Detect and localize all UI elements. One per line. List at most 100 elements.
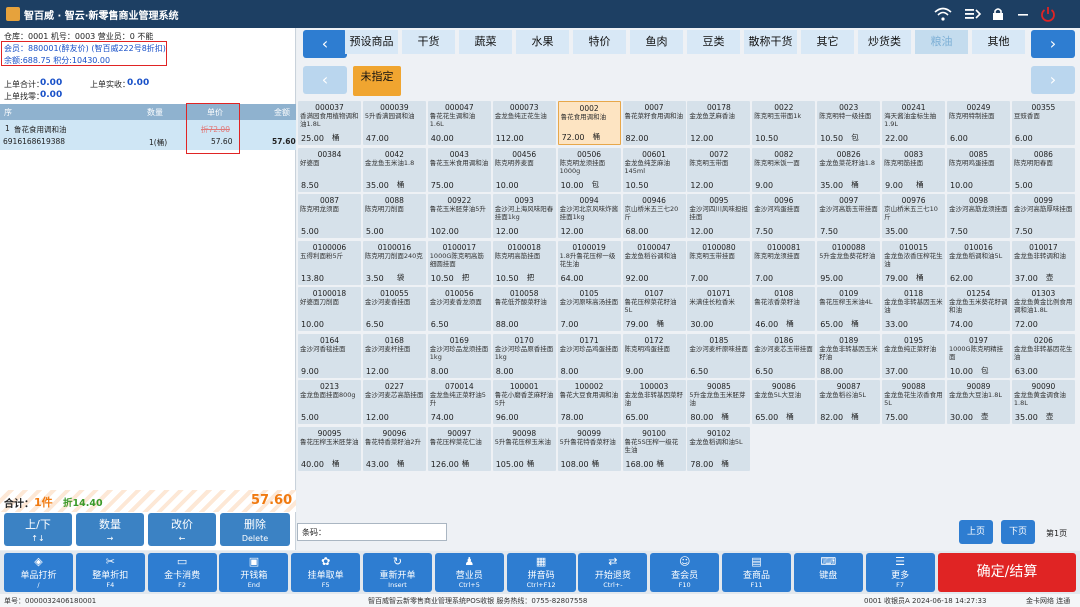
product-card[interactable]: 00249 陈克明特制挂面 6.00 xyxy=(947,101,1010,145)
product-card[interactable]: 0042 金龙鱼玉米油1.8 35.00 桶 xyxy=(362,147,426,192)
product-card[interactable]: 00946 京山桥米五三七20斤 68.00 xyxy=(622,194,686,238)
product-card[interactable]: 0088 陈克明刀削面 5.00 xyxy=(362,194,426,238)
product-card[interactable]: 0171 金沙河珍品鸡蛋挂面 8.00 xyxy=(557,333,621,378)
subcategory-next-button[interactable]: › xyxy=(1031,66,1075,94)
product-card[interactable]: 0083 陈克明筋挂面 9.00 桶 xyxy=(882,147,946,192)
product-card[interactable]: 90100 鲁花5S压榨一级花生油 168.00 桶 xyxy=(622,426,686,471)
function-button[interactable]: ▣ 开钱箱 End xyxy=(219,553,289,592)
member-info[interactable]: 会员：880001(醉友价) (智百威222号8折扣) xyxy=(4,44,166,53)
menu-exit-icon[interactable] xyxy=(962,5,984,23)
function-button[interactable]: ♟ 营业员 Ctrl+5 xyxy=(434,553,504,592)
product-card[interactable]: 0169 金沙河珍品龙须挂面1kg 8.00 xyxy=(427,333,491,378)
product-card[interactable]: 0100016 陈克明刀削面240克 3.50 袋 xyxy=(362,240,426,285)
function-button[interactable]: ↻ 重新开单 Insert xyxy=(363,553,432,592)
product-card[interactable]: 00506 陈克明龙须挂面1000g 10.00 包 xyxy=(557,147,621,192)
product-card[interactable]: 0118 金龙鱼非转基因玉米油 33.00 xyxy=(882,287,946,331)
product-card[interactable]: 90102 金龙鱼稻调和油5L 78.00 桶 xyxy=(687,426,751,471)
category-tab[interactable]: 预设商品 xyxy=(345,30,398,54)
product-card[interactable]: 01303 金龙鱼黄金比例食用调和油1.8L 72.00 xyxy=(1011,287,1075,331)
category-tab[interactable]: 豆类 xyxy=(687,30,740,54)
function-button[interactable]: ▭ 金卡消费 F2 xyxy=(147,553,217,592)
prev-page-button[interactable]: 上页 xyxy=(959,520,993,544)
category-tab[interactable]: 蔬菜 xyxy=(459,30,512,54)
product-card[interactable]: 90087 金龙鱼稻谷油5L 82.00 桶 xyxy=(817,380,881,424)
product-card[interactable]: 0197 1000G陈克明精挂面 10.00 包 xyxy=(947,333,1010,378)
product-card[interactable]: 90085 5升金龙鱼玉米胚芽油 80.00 桶 xyxy=(687,380,751,424)
function-button[interactable]: ✂ 整单折扣 F4 xyxy=(75,553,145,592)
product-card[interactable]: 0172 陈克明鸡蛋挂面 9.00 xyxy=(622,333,686,378)
product-card[interactable]: 0022 陈克明玉带面1k 10.50 xyxy=(752,101,816,145)
product-card[interactable]: 0096 金沙河鸡蛋挂面 7.50 xyxy=(752,194,816,238)
product-card[interactable]: 0085 陈克明鸡蛋挂面 10.00 xyxy=(947,147,1010,192)
function-button[interactable]: ◈ 单品打折 / xyxy=(4,553,73,592)
delete-button[interactable]: 删除 Delete xyxy=(220,513,290,546)
product-card[interactable]: 100001 鲁花小磨香芝麻籽油5升 96.00 xyxy=(492,380,556,424)
product-card[interactable]: 0099 金沙河高筋厚味挂面 7.50 xyxy=(1011,194,1075,238)
product-card[interactable]: 90089 金龙鱼大豆油1.8L 30.00 壶 xyxy=(947,380,1010,424)
power-icon[interactable] xyxy=(1038,5,1058,23)
product-card[interactable]: 000073 金龙鱼纯正花生油 112.00 xyxy=(492,101,556,145)
product-card[interactable]: 070014 金龙鱼纯正菜籽油5升 74.00 xyxy=(427,380,491,424)
product-card[interactable]: 0100017 1000G陈克明高筋细圆挂面 10.50 把 xyxy=(427,240,491,285)
category-prev-button[interactable]: ‹ xyxy=(303,30,347,58)
function-button[interactable]: ✿ 挂单取单 F5 xyxy=(291,553,361,592)
product-card[interactable]: 0100006 五得利面粉5斤 13.80 xyxy=(298,240,361,285)
product-card[interactable]: 90098 5升鲁花压榨玉米油 105.00 桶 xyxy=(492,426,556,471)
product-card[interactable]: 90099 5升鲁花特香菜籽油 108.00 桶 xyxy=(557,426,621,471)
category-tab[interactable]: 其他 xyxy=(972,30,1025,54)
product-card[interactable]: 0095 金沙河四川风味担担挂面 12.00 xyxy=(687,194,751,238)
product-card[interactable]: 90090 金龙鱼黄金调食油1.8L 35.00 壶 xyxy=(1011,380,1075,424)
product-card[interactable]: 90095 鲁花压榨玉米胚芽油 40.00 桶 xyxy=(298,426,361,471)
product-card[interactable]: 010015 金龙鱼浓香压榨花生油 79.00 桶 xyxy=(882,240,946,285)
product-card[interactable]: 000039 5升香满园调和油 47.00 xyxy=(362,101,426,145)
product-card[interactable]: 100002 鲁花大豆食用调和油 78.00 xyxy=(557,380,621,424)
function-button[interactable]: ☰ 更多 F7 xyxy=(865,553,935,592)
function-button[interactable]: ▤ 查商品 F11 xyxy=(722,553,791,592)
order-row[interactable]: 1 鲁花食用调和油 6916168619388 1(桶) 折72.00 57.6… xyxy=(0,120,296,150)
product-card[interactable]: 00456 陈克明荞麦面 10.00 xyxy=(492,147,556,192)
category-tab[interactable]: 特价 xyxy=(573,30,626,54)
product-card[interactable]: 00922 鲁花玉米胚芽油5升 102.00 xyxy=(427,194,491,238)
product-card[interactable]: 01071 米满佳长粒香米 30.00 xyxy=(687,287,751,331)
product-card[interactable]: 0094 金沙河北京风味炸酱挂面1kg 12.00 xyxy=(557,194,621,238)
category-next-button[interactable]: › xyxy=(1031,30,1075,58)
product-card[interactable]: 010055 金沙河麦香挂面 6.50 xyxy=(362,287,426,331)
product-card[interactable]: 0087 陈克明龙须面 5.00 xyxy=(298,194,361,238)
change-price-button[interactable]: 改价 ← xyxy=(148,513,216,546)
product-card[interactable]: 010017 金龙鱼非转调和油 37.00 壶 xyxy=(1011,240,1075,285)
product-card[interactable]: 000047 鲁花花生调和油1.6L 40.00 xyxy=(427,101,491,145)
product-card[interactable]: 0170 金沙河珍品原香挂面1kg 8.00 xyxy=(492,333,556,378)
product-card[interactable]: 0227 金沙河麦芯高筋挂面 12.00 xyxy=(362,380,426,424)
product-card[interactable]: 0168 金沙河麦杆挂面 12.00 xyxy=(362,333,426,378)
function-button[interactable]: ▦ 拼音码 Ctrl+F12 xyxy=(506,553,576,592)
product-card[interactable]: 0164 金沙河香毯挂面 9.00 xyxy=(298,333,361,378)
product-card[interactable]: 90096 鲁花特香菜籽油2升 43.00 桶 xyxy=(362,426,426,471)
product-card[interactable]: 0100019 1.8升鲁花压榨一级花生油 64.00 xyxy=(557,240,621,285)
product-card[interactable]: 90097 鲁花压榨菜花仁油 126.00 桶 xyxy=(427,426,491,471)
product-card[interactable]: 90086 金龙鱼5L大豆油 65.00 桶 xyxy=(752,380,816,424)
product-card[interactable]: 00355 豆豉香面 6.00 xyxy=(1011,101,1075,145)
product-card[interactable]: 0097 金沙河高筋玉带挂面 7.50 xyxy=(817,194,881,238)
product-card[interactable]: 0186 金沙河麦芯玉带挂面 6.50 xyxy=(752,333,816,378)
product-card[interactable]: 01254 金龙鱼玉米葵花籽调和油 74.00 xyxy=(947,287,1010,331)
lock-icon[interactable] xyxy=(990,5,1006,23)
product-card[interactable]: 0100047 金龙鱼稻谷调和油 92.00 xyxy=(622,240,686,285)
category-tab[interactable]: 散称干货 xyxy=(744,30,797,54)
product-card[interactable]: 0213 金龙鱼面挂面800g 5.00 xyxy=(298,380,361,424)
product-card[interactable]: 0007 鲁花菜籽食用调和油 82.00 xyxy=(622,101,686,145)
category-tab[interactable]: 鱼肉 xyxy=(630,30,683,54)
product-card[interactable]: 0109 鲁花压榨玉米油4L 65.00 桶 xyxy=(817,287,881,331)
product-card[interactable]: 0023 陈克明特一级挂面 10.50 包 xyxy=(817,101,881,145)
subcategory-unspecified[interactable]: 未指定 xyxy=(353,66,401,96)
product-card[interactable]: 90088 金龙鱼花生浓香食用5L 75.00 xyxy=(882,380,946,424)
function-button[interactable]: ☺ 查会员 F10 xyxy=(650,553,720,592)
product-card[interactable]: 0100018 好婆面刀削面 10.00 xyxy=(298,287,361,331)
product-card[interactable]: 0098 金沙河高筋龙须挂面 7.50 xyxy=(947,194,1010,238)
product-card[interactable]: 00178 金龙鱼芝麻香油 12.00 xyxy=(687,101,751,145)
category-tab[interactable]: 其它 xyxy=(801,30,854,54)
product-card[interactable]: 0002 鲁花食用调和油 72.00 桶 xyxy=(557,101,621,145)
function-button[interactable]: ⌨ 键盘 xyxy=(793,553,863,592)
product-card[interactable]: 0100088 5升金龙鱼葵花籽油 95.00 xyxy=(817,240,881,285)
product-card[interactable]: 010056 金沙河麦香龙须面 6.50 xyxy=(427,287,491,331)
product-card[interactable]: 0107 鲁花压榨菜花籽油5L 79.00 桶 xyxy=(622,287,686,331)
